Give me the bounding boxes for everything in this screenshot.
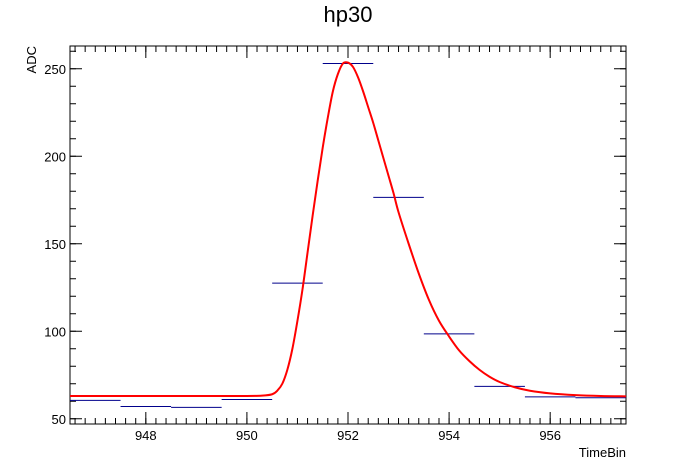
major-ticks	[70, 46, 626, 424]
x-tick-label: 952	[337, 428, 359, 443]
y-tick-label: 50	[52, 412, 66, 427]
x-axis-label: TimeBin	[579, 445, 626, 460]
x-tick-label: 950	[236, 428, 258, 443]
y-axis-label: ADC	[24, 46, 39, 73]
y-tick-label: 200	[44, 149, 66, 164]
x-tick-label: 948	[135, 428, 157, 443]
y-tick-label: 150	[44, 237, 66, 252]
x-tick-label: 956	[539, 428, 561, 443]
y-tick-label: 100	[44, 324, 66, 339]
x-tick-label: 954	[438, 428, 460, 443]
fit-curve	[69, 61, 627, 398]
y-tick-label: 250	[44, 62, 66, 77]
chart-title: hp30	[324, 2, 373, 27]
tick-labels: 948 950 952 954 956 50 100 150 200 250	[44, 62, 561, 443]
